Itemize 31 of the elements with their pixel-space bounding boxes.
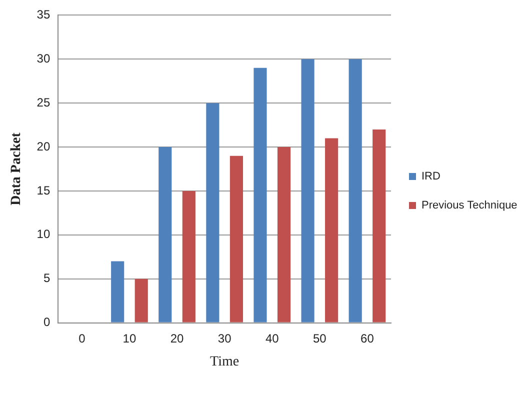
bar xyxy=(372,129,386,322)
x-tick-label: 10 xyxy=(122,331,136,346)
y-axis-title: Data Packet xyxy=(9,132,24,206)
bar xyxy=(230,156,243,322)
bar xyxy=(348,59,362,322)
y-tick-label: 35 xyxy=(36,8,50,22)
x-tick-label: 30 xyxy=(218,331,232,346)
y-tick-label: 0 xyxy=(43,315,50,330)
x-axis-title: Time xyxy=(210,354,240,370)
y-tick-label: 30 xyxy=(36,51,50,66)
bar xyxy=(277,147,291,322)
bar xyxy=(134,278,148,322)
legend-label: Previous Technique xyxy=(422,200,518,212)
bar xyxy=(182,190,196,322)
bar xyxy=(206,103,220,322)
y-tick-label: 15 xyxy=(36,183,50,198)
y-tick-label: 20 xyxy=(36,139,50,154)
x-tick-label: 20 xyxy=(170,331,184,346)
legend-label: IRD xyxy=(422,170,440,183)
y-tick-label: 5 xyxy=(43,271,50,286)
x-tick-label: 0 xyxy=(78,331,86,346)
y-tick-label: 10 xyxy=(36,227,50,242)
bar xyxy=(325,138,338,322)
x-tick-label: 60 xyxy=(360,331,374,346)
bar xyxy=(111,261,124,322)
bar xyxy=(254,68,267,322)
x-tick-label: 50 xyxy=(312,331,327,346)
x-tick-label: 40 xyxy=(265,331,280,346)
bar xyxy=(301,59,314,322)
bar xyxy=(158,147,172,322)
y-tick-label: 25 xyxy=(36,95,50,110)
